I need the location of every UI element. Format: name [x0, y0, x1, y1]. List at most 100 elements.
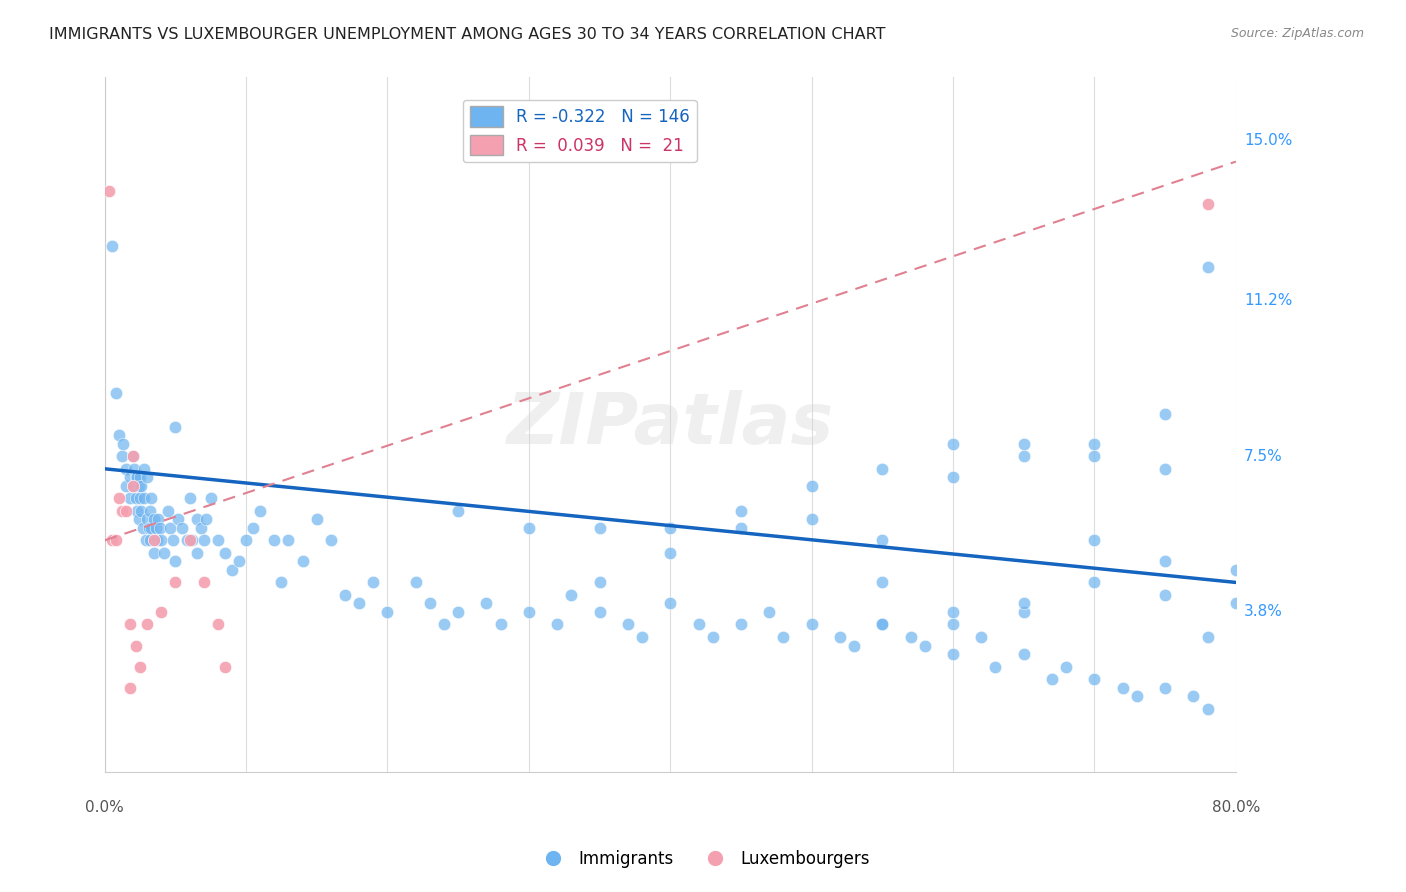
Point: [214, 659, 236, 673]
Point: [124, 462, 146, 476]
Point: [347, 597, 370, 611]
Point: [108, 428, 131, 442]
Text: 7.5%: 7.5%: [1244, 449, 1282, 464]
Point: [111, 504, 134, 518]
Point: [1112, 681, 1135, 695]
Point: [132, 521, 155, 535]
Legend: R = -0.322   N = 146, R =  0.039   N =  21: R = -0.322 N = 146, R = 0.039 N = 21: [463, 100, 696, 162]
Point: [120, 681, 142, 695]
Point: [120, 470, 142, 484]
Point: [134, 462, 156, 476]
Point: [153, 546, 176, 560]
Point: [631, 630, 654, 644]
Point: [127, 470, 149, 484]
Point: [186, 546, 208, 560]
Point: [165, 419, 187, 434]
Point: [333, 588, 356, 602]
Point: [688, 617, 710, 632]
Point: [115, 504, 138, 518]
Point: [207, 617, 229, 632]
Text: ZIPatlas: ZIPatlas: [506, 390, 834, 459]
Point: [125, 470, 148, 484]
Point: [100, 239, 122, 253]
Point: [588, 575, 610, 590]
Point: [872, 575, 894, 590]
Point: [828, 630, 851, 644]
Point: [125, 639, 148, 653]
Point: [131, 478, 153, 492]
Point: [305, 512, 328, 526]
Point: [1012, 647, 1035, 661]
Text: 80.0%: 80.0%: [1212, 799, 1260, 814]
Point: [195, 512, 218, 526]
Point: [900, 630, 922, 644]
Point: [179, 491, 201, 506]
Point: [1126, 689, 1149, 703]
Point: [228, 554, 250, 568]
Point: [1083, 575, 1105, 590]
Point: [181, 533, 204, 548]
Point: [872, 462, 894, 476]
Point: [984, 659, 1007, 673]
Point: [193, 533, 215, 548]
Point: [617, 617, 640, 632]
Point: [122, 478, 145, 492]
Point: [588, 605, 610, 619]
Point: [405, 575, 427, 590]
Point: [1083, 533, 1105, 548]
Point: [942, 470, 965, 484]
Point: [942, 436, 965, 450]
Point: [108, 491, 131, 506]
Point: [1012, 597, 1035, 611]
Point: [141, 491, 163, 506]
Point: [139, 504, 162, 518]
Point: [149, 521, 172, 535]
Point: [129, 659, 152, 673]
Point: [1012, 436, 1035, 450]
Point: [129, 491, 152, 506]
Point: [1154, 554, 1177, 568]
Point: [134, 491, 156, 506]
Point: [970, 630, 993, 644]
Point: [104, 386, 127, 401]
Point: [172, 521, 194, 535]
Point: [377, 605, 399, 619]
Point: [115, 478, 138, 492]
Point: [1154, 681, 1177, 695]
Point: [1012, 449, 1035, 463]
Point: [131, 504, 153, 518]
Point: [291, 554, 314, 568]
Point: [1225, 563, 1247, 577]
Point: [546, 617, 568, 632]
Point: [800, 512, 823, 526]
Point: [1154, 588, 1177, 602]
Point: [800, 478, 823, 492]
Point: [270, 575, 292, 590]
Point: [138, 521, 160, 535]
Point: [186, 512, 208, 526]
Point: [263, 533, 285, 548]
Point: [214, 546, 236, 560]
Point: [145, 521, 167, 535]
Point: [772, 630, 794, 644]
Point: [112, 436, 135, 450]
Point: [190, 521, 212, 535]
Point: [1197, 630, 1219, 644]
Point: [162, 533, 184, 548]
Point: [242, 521, 264, 535]
Text: Source: ZipAtlas.com: Source: ZipAtlas.com: [1230, 27, 1364, 40]
Point: [517, 521, 540, 535]
Point: [1225, 597, 1247, 611]
Point: [1182, 689, 1205, 703]
Point: [165, 554, 187, 568]
Point: [1012, 605, 1035, 619]
Text: 15.0%: 15.0%: [1244, 133, 1292, 148]
Point: [141, 521, 163, 535]
Point: [128, 478, 150, 492]
Point: [122, 478, 145, 492]
Point: [97, 184, 120, 198]
Point: [221, 563, 243, 577]
Point: [136, 512, 159, 526]
Point: [914, 639, 936, 653]
Point: [659, 521, 682, 535]
